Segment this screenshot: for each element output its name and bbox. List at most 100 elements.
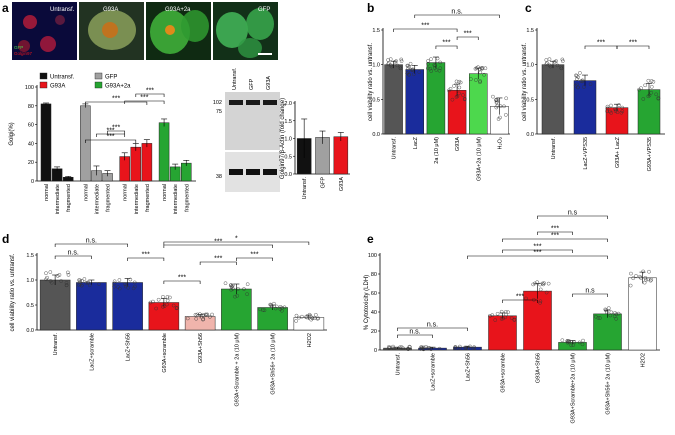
- bar: [384, 64, 403, 135]
- y-tick-label: 1.0: [26, 278, 34, 284]
- data-point: [581, 338, 585, 343]
- data-point: [273, 306, 278, 311]
- bar: [637, 89, 661, 135]
- data-point: [576, 75, 580, 79]
- data-point: [77, 278, 81, 282]
- significance-label: ***: [250, 252, 258, 259]
- significance-label: *: [235, 236, 238, 243]
- significance-label: n.s: [568, 210, 578, 217]
- y-tick-label: 60: [371, 291, 377, 297]
- charts-layer: 0 20 40 60 80 100 Golgi(%) normal intermediate fr…: [9, 9, 665, 423]
- data-point: [156, 297, 161, 302]
- x-tick-label: Untransf.: [392, 137, 398, 160]
- data-point: [429, 347, 433, 351]
- significance-label: ***: [442, 40, 450, 47]
- x-tick-label: intermediate: [55, 184, 61, 214]
- panel-label-d: d: [2, 232, 9, 246]
- data-point: [461, 93, 465, 97]
- data-point: [201, 317, 206, 321]
- data-point: [506, 310, 510, 315]
- significance-label: ***: [142, 252, 150, 259]
- x-tick-label: fragmented: [145, 184, 151, 212]
- data-point: [294, 319, 298, 323]
- x-tick-label: G93A+scramble: [501, 353, 507, 393]
- data-point: [123, 282, 127, 286]
- data-point: [307, 312, 312, 317]
- data-point: [112, 279, 117, 284]
- bar: [333, 136, 349, 175]
- data-point: [561, 59, 565, 63]
- x-tick-label: fragmented: [66, 184, 72, 212]
- data-point: [270, 304, 274, 309]
- data-point: [97, 282, 101, 286]
- data-point: [498, 104, 503, 108]
- data-point: [261, 308, 265, 312]
- data-point: [405, 63, 410, 68]
- significance-bracket: [397, 327, 468, 331]
- data-point: [569, 343, 573, 348]
- x-tick-label: G93A+VPS35: [647, 137, 653, 171]
- legend-label: G93A+2a: [105, 84, 131, 90]
- data-point: [203, 312, 208, 317]
- data-point: [64, 283, 69, 287]
- data-point: [315, 316, 320, 321]
- micro-label-g93a-2a: G93A+2a: [165, 7, 191, 13]
- x-tick-label: LacZ+scramble: [89, 333, 95, 371]
- data-point: [458, 346, 462, 351]
- data-point: [44, 271, 48, 275]
- data-point: [230, 284, 234, 289]
- data-point: [229, 283, 233, 287]
- significance-bracket: [85, 101, 148, 105]
- data-point: [389, 63, 393, 68]
- bar: [628, 277, 657, 351]
- data-point: [582, 85, 586, 89]
- data-point: [639, 276, 643, 280]
- data-point: [656, 96, 661, 101]
- micro-small-gfp: GFP: [14, 45, 23, 50]
- data-point: [408, 61, 413, 66]
- blot-lane-g93a: G93A: [266, 76, 272, 90]
- data-point: [504, 113, 508, 117]
- data-point: [310, 316, 315, 321]
- data-point: [391, 344, 395, 349]
- data-point: [613, 109, 618, 113]
- data-point: [533, 281, 537, 286]
- data-point: [555, 63, 560, 68]
- data-point: [272, 301, 276, 306]
- y-tick-label: 0.5: [372, 97, 380, 103]
- y-tick-label: 0.5: [284, 154, 292, 160]
- data-point: [133, 284, 137, 289]
- y-tick-label: 1.5: [284, 119, 292, 125]
- data-point: [309, 317, 313, 322]
- data-point: [428, 66, 432, 71]
- data-point: [394, 59, 398, 63]
- data-point: [538, 299, 543, 304]
- data-point: [629, 271, 633, 276]
- y-tick-label: 1.5: [26, 253, 34, 259]
- data-point: [609, 103, 613, 108]
- data-point: [547, 57, 552, 61]
- data-point: [606, 306, 611, 310]
- y-tick-label: 0.0: [372, 132, 380, 138]
- data-point: [399, 59, 404, 63]
- data-point: [117, 278, 122, 282]
- chart-e: 0 20 40 60 80 100 % Cytotoxicity (LDH) Untransf…: [364, 210, 660, 423]
- y-tick-label: 1.0: [372, 63, 380, 69]
- data-point: [406, 346, 410, 351]
- significance-bracket: [572, 293, 608, 297]
- x-tick-label: normal: [123, 184, 129, 201]
- x-tick-label: G93A+2a (10 μM): [476, 137, 482, 181]
- data-point: [608, 109, 612, 114]
- data-point: [466, 346, 470, 351]
- data-point: [504, 310, 508, 314]
- data-point: [245, 282, 250, 286]
- data-point: [424, 344, 428, 349]
- data-point: [499, 309, 504, 314]
- significance-bracket: [435, 45, 458, 49]
- significance-bracket: [414, 14, 500, 18]
- data-point: [314, 313, 318, 317]
- significance-bracket: [397, 334, 433, 338]
- western-blot: 102 75 38 Untransf. GFP G93A: [213, 67, 280, 192]
- y-tick-label: 0.0: [284, 172, 292, 178]
